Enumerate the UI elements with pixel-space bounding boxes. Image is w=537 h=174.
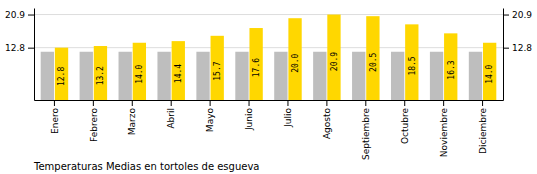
bar	[172, 41, 185, 100]
bar	[288, 18, 301, 100]
tick-label: Julio	[283, 108, 293, 128]
tick: Abril	[166, 100, 176, 129]
bar	[235, 52, 248, 100]
bar	[80, 52, 93, 100]
tick-mark	[443, 100, 444, 106]
tick-label: 12.8	[512, 43, 532, 53]
data-label: 13.2	[96, 66, 105, 85]
tick: Diciembre	[478, 100, 488, 154]
chart: 12.8 13.2 14.0 14.4 15.7 17.6 20.0 20.9 20.5 18.5…	[0, 0, 537, 174]
bar	[366, 16, 379, 100]
y2-axis: 12.8 20.9	[503, 9, 532, 101]
grid	[34, 15, 503, 48]
data-label: 14.0	[135, 64, 144, 83]
bar	[391, 52, 404, 100]
tick-label: 20.9	[512, 10, 532, 20]
tick: Octubre	[400, 100, 410, 144]
tick-label: Noviembre	[439, 108, 449, 158]
tick-label: Septiembre	[361, 108, 371, 161]
title: Temperaturas Medias en tortoles de esgue…	[33, 161, 259, 172]
y-axis: 12.8 20.9	[5, 9, 35, 101]
tick: Enero	[50, 100, 60, 134]
tick-label: Marzo	[127, 108, 137, 136]
tick: Noviembre	[439, 100, 449, 157]
tick: Junio	[244, 100, 254, 131]
tick: Marzo	[127, 100, 137, 135]
tick: Febrero	[89, 100, 99, 142]
bar	[249, 28, 262, 100]
data-label: 20.5	[369, 52, 378, 71]
bar	[211, 36, 224, 100]
tick-label: Abril	[166, 108, 176, 129]
bar	[41, 52, 54, 100]
data-label: 14.0	[485, 64, 494, 83]
axis-line	[503, 9, 504, 101]
tick: 20.9	[503, 10, 532, 20]
bar	[313, 52, 326, 100]
tick-label: Febrero	[89, 108, 99, 142]
data-labels: 12.8 13.2 14.0 14.4 15.7 17.6 20.0 20.9 20.5 18.5…	[57, 52, 494, 86]
axis-line	[34, 9, 35, 101]
bar	[274, 52, 287, 100]
bar	[444, 33, 457, 100]
tick: 12.8	[5, 43, 34, 53]
tick: Julio	[283, 100, 293, 128]
bar	[157, 52, 170, 100]
tick-mark	[404, 100, 405, 106]
tick-label: Octubre	[400, 108, 410, 144]
tick-mark	[503, 48, 509, 49]
tick-label: 12.8	[5, 43, 25, 53]
tick: Septiembre	[361, 100, 371, 160]
tick: 20.9	[5, 10, 34, 20]
tick-mark	[28, 48, 34, 49]
x-axis: Enero Febrero Marzo Abril Mayo Junio Julio Agos…	[35, 100, 504, 160]
tick-mark	[171, 100, 172, 106]
bars	[41, 15, 497, 100]
bar	[55, 48, 68, 100]
data-label: 18.5	[408, 56, 417, 75]
tick-label: Mayo	[205, 108, 215, 133]
tick: 12.8	[503, 43, 532, 53]
tick-label: Diciembre	[478, 108, 488, 154]
data-label: 12.8	[57, 67, 66, 86]
bar	[133, 43, 146, 100]
bar	[430, 52, 443, 100]
tick: Mayo	[205, 100, 215, 132]
tick: Agosto	[322, 100, 332, 139]
bar	[483, 43, 496, 100]
tick-mark	[132, 100, 133, 106]
data-label: 16.3	[447, 60, 456, 79]
tick-label: Agosto	[322, 108, 332, 140]
bar	[352, 52, 365, 100]
data-label: 20.9	[330, 52, 339, 71]
tick-label: Junio	[244, 108, 254, 132]
data-label: 14.4	[174, 64, 183, 83]
tick-mark	[93, 100, 94, 106]
tick-mark	[326, 100, 327, 106]
tick-mark	[365, 100, 366, 106]
tick-mark	[28, 15, 34, 16]
bar	[119, 52, 132, 100]
data-label: 15.7	[213, 61, 222, 80]
bar	[94, 46, 107, 100]
bar-series	[55, 15, 496, 100]
bar	[327, 15, 340, 100]
tick-mark	[503, 15, 509, 16]
tick-mark	[54, 100, 55, 106]
tick-label: Enero	[50, 108, 60, 134]
data-label: 20.0	[291, 53, 300, 72]
tick-label: 20.9	[5, 10, 25, 20]
tick-mark	[249, 100, 250, 106]
bar	[196, 52, 209, 100]
axis-line	[35, 100, 504, 101]
bar	[405, 24, 418, 100]
tick-mark	[287, 100, 288, 106]
tick-mark	[210, 100, 211, 106]
data-label: 17.6	[252, 58, 261, 77]
bar	[469, 52, 482, 100]
grid-line	[34, 14, 503, 15]
tick-mark	[482, 100, 483, 106]
